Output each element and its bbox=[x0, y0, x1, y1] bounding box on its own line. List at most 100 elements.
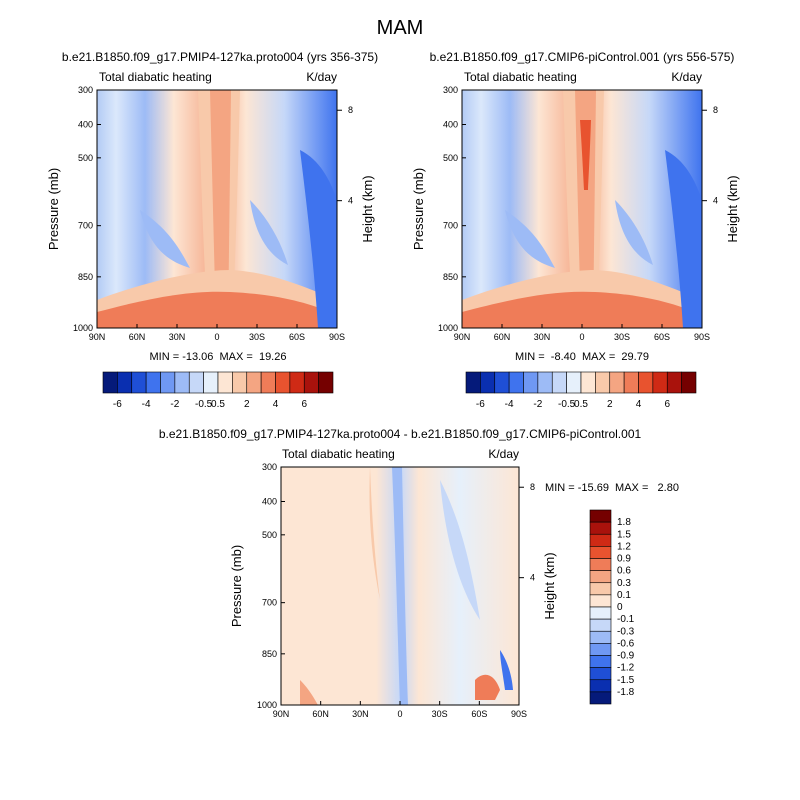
x-tick-label: 30N bbox=[169, 332, 186, 342]
panel1-stats: MIN = -13.06 MAX = 19.26 bbox=[150, 351, 287, 363]
colorbar-label: -2 bbox=[533, 399, 542, 410]
colorbar-label: -1.5 bbox=[617, 675, 635, 686]
panel1-run-title: b.e21.B1850.f09_g17.PMIP4-127ka.proto004… bbox=[62, 50, 378, 64]
colorbar-swatch bbox=[303, 371, 319, 394]
y2-tick-label: 4 bbox=[713, 196, 718, 206]
y2-tick-label: 4 bbox=[348, 196, 353, 206]
colorbar-top-right: -6 -4 -2 -0.50.5 2 4 6 bbox=[465, 371, 697, 410]
panel2-y2label: Height (km) bbox=[725, 175, 740, 242]
panel2-right-label: K/day bbox=[671, 70, 702, 84]
colorbar-label: -6 bbox=[113, 399, 122, 410]
colorbar-swatch bbox=[480, 371, 496, 394]
colorbar-swatch bbox=[652, 371, 668, 394]
panel1-field bbox=[97, 90, 337, 328]
y-tick-label: 1000 bbox=[438, 323, 458, 333]
y-tick-label: 400 bbox=[262, 497, 277, 507]
panel1-yticks: 300 400 500 700 850 1000 bbox=[73, 85, 101, 333]
colorbar-label: 1.5 bbox=[617, 529, 631, 540]
colorbar-label: 0.6 bbox=[617, 566, 631, 577]
colorbar-swatch bbox=[638, 371, 654, 394]
colorbar-swatch bbox=[666, 371, 682, 394]
panel1-y2label: Height (km) bbox=[360, 175, 375, 242]
panel2-field bbox=[462, 90, 702, 328]
colorbar-label: -4 bbox=[505, 399, 514, 410]
colorbar-label: -0.5 bbox=[195, 399, 213, 410]
y2-tick-label: 8 bbox=[348, 105, 353, 115]
colorbar-top-left: -6 -4 -2 -0.50.5 2 4 6 bbox=[102, 371, 334, 410]
colorbar-label: 2 bbox=[244, 399, 250, 410]
panel2-left-label: Total diabatic heating bbox=[464, 70, 577, 84]
panel2-ylabel: Pressure (mb) bbox=[411, 168, 426, 250]
colorbar-swatch bbox=[318, 371, 334, 394]
y2-tick-label: 8 bbox=[713, 105, 718, 115]
colorbar-label: 2 bbox=[607, 399, 613, 410]
panel2-yticks: 300 400 500 700 850 1000 bbox=[438, 85, 466, 333]
colorbar-swatch bbox=[102, 371, 118, 394]
colorbar-swatch bbox=[589, 533, 612, 547]
colorbar-label: 0.5 bbox=[574, 399, 588, 410]
colorbar-swatch bbox=[551, 371, 567, 394]
figure-title: MAM bbox=[377, 17, 424, 39]
colorbar-label: 1.8 bbox=[617, 517, 631, 528]
x-tick-label: 0 bbox=[579, 332, 584, 342]
panel3-right-label: K/day bbox=[488, 447, 519, 461]
colorbar-swatch bbox=[609, 371, 625, 394]
colorbar-label: 6 bbox=[301, 399, 307, 410]
colorbar-swatch bbox=[523, 371, 539, 394]
colorbar-swatch bbox=[580, 371, 596, 394]
colorbar-swatch bbox=[589, 667, 612, 681]
colorbar-swatch bbox=[589, 509, 612, 523]
colorbar-label: 0 bbox=[617, 602, 623, 613]
panel3-y2label: Height (km) bbox=[542, 552, 557, 619]
colorbar-swatch bbox=[681, 371, 697, 394]
colorbar-diff: 1.81.51.20.90.60.30.10-0.1-0.3-0.6-0.9-1… bbox=[589, 509, 635, 705]
colorbar-swatch bbox=[260, 371, 276, 394]
y-tick-label: 850 bbox=[262, 649, 277, 659]
colorbar-swatch bbox=[537, 371, 553, 394]
panel2-y2ticks: 84 bbox=[702, 105, 718, 206]
colorbar-label: -0.5 bbox=[558, 399, 576, 410]
colorbar-swatch bbox=[589, 521, 612, 535]
colorbar-swatch bbox=[160, 371, 176, 394]
colorbar-swatch bbox=[246, 371, 262, 394]
colorbar-label: 0.3 bbox=[617, 578, 631, 589]
x-tick-label: 30N bbox=[534, 332, 551, 342]
colorbar-swatch bbox=[566, 371, 582, 394]
colorbar-swatch bbox=[145, 371, 161, 394]
colorbar-swatch bbox=[589, 546, 612, 559]
y-tick-label: 400 bbox=[78, 120, 93, 130]
panel3-left-label: Total diabatic heating bbox=[282, 447, 395, 461]
y-tick-label: 1000 bbox=[257, 700, 277, 710]
colorbar-swatch bbox=[203, 371, 219, 394]
panel3-ylabel: Pressure (mb) bbox=[229, 545, 244, 627]
y-tick-label: 850 bbox=[78, 272, 93, 282]
colorbar-swatch bbox=[508, 371, 524, 394]
panel1-y2ticks: 84 bbox=[337, 105, 353, 206]
colorbar-swatch bbox=[188, 371, 204, 394]
x-tick-label: 30N bbox=[352, 709, 369, 719]
colorbar-swatch bbox=[589, 582, 612, 596]
x-tick-label: 90S bbox=[329, 332, 345, 342]
colorbar-swatch bbox=[174, 371, 190, 394]
x-tick-label: 90S bbox=[694, 332, 710, 342]
colorbar-swatch bbox=[595, 371, 611, 394]
colorbar-swatch bbox=[232, 371, 248, 394]
panel3-stats: MIN = -15.69 MAX = 2.80 bbox=[545, 482, 679, 494]
panel1-ylabel: Pressure (mb) bbox=[46, 168, 61, 250]
y-tick-label: 1000 bbox=[73, 323, 93, 333]
colorbar-swatch bbox=[589, 558, 612, 571]
panel2-stats: MIN = -8.40 MAX = 29.79 bbox=[515, 351, 649, 363]
colorbar-label: -1.8 bbox=[617, 687, 635, 698]
y-tick-label: 700 bbox=[443, 221, 458, 231]
panel3-field bbox=[281, 467, 519, 705]
colorbar-swatch bbox=[131, 371, 147, 394]
y-tick-label: 400 bbox=[443, 120, 458, 130]
panel3-run-title: b.e21.B1850.f09_g17.PMIP4-127ka.proto004… bbox=[159, 427, 642, 441]
colorbar-label: -0.9 bbox=[617, 651, 635, 662]
colorbar-swatch bbox=[289, 371, 305, 394]
panel1-left-label: Total diabatic heating bbox=[99, 70, 212, 84]
colorbar-swatch bbox=[589, 643, 612, 656]
x-tick-label: 90N bbox=[89, 332, 106, 342]
x-tick-label: 60S bbox=[289, 332, 305, 342]
panel1-xticks: 90N 60N 30N 0 30S 60S 90S bbox=[89, 324, 345, 342]
